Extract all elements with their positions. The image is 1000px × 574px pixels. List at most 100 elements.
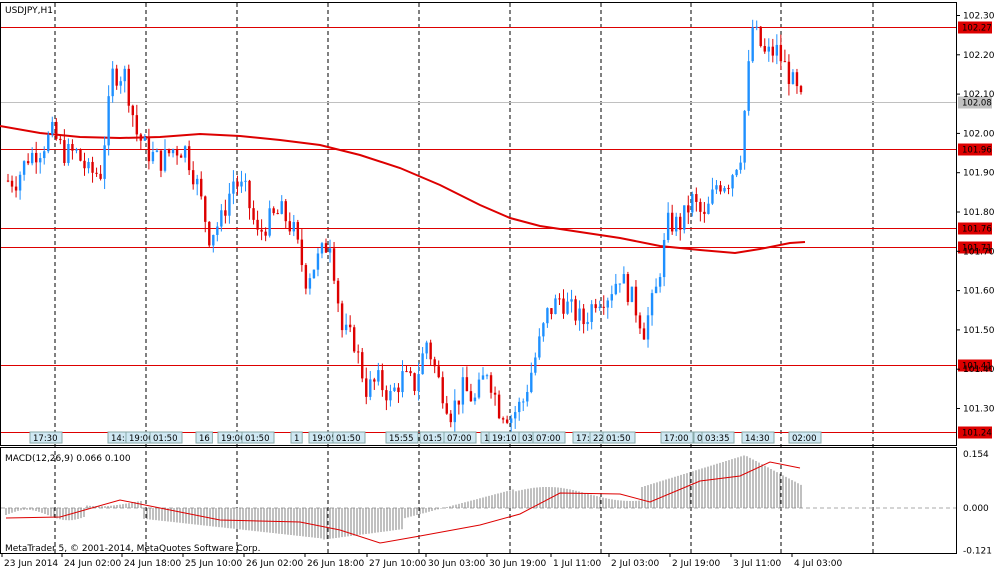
candle-body [216,226,219,235]
candle-body [280,201,283,214]
candle-body [163,149,167,171]
candle-body [377,370,380,382]
copyright-text: MetaTrader 5, © 2001-2014, MetaQuotes So… [5,544,261,554]
candle-body [747,61,750,111]
candle-body [308,278,312,289]
macd-tick-label: 0.154 [963,450,989,460]
candle-body [179,155,183,158]
candle-body [465,377,469,392]
candle-body [288,221,291,232]
candle-body [352,327,356,352]
candle-body [622,274,626,284]
candle-body [779,44,783,62]
candle-body [703,211,706,214]
trade-tag-box [701,431,735,444]
candle-body [654,286,658,294]
candle-body [312,269,316,279]
candle-body [602,306,605,308]
price-tick-label: 102.00 [963,129,995,139]
candle-body [610,294,614,301]
candle-body [248,180,251,209]
candle-body [666,212,670,240]
candle-body [409,371,412,374]
candle-body [751,27,754,62]
candle-body [67,143,70,163]
candle-body [522,401,525,403]
candle-body [791,72,795,84]
time-tick-label: 3 Jul 11:00 [733,559,782,569]
candle-body [99,173,102,179]
candle-body [618,283,622,285]
candle-body [630,286,634,302]
candle-body [493,392,497,395]
time-tick-label: 23 Jun 2014 [4,559,58,569]
trade-tag-box [290,431,303,444]
candle-body [449,413,452,423]
trade-tag-label: 19:00 [129,434,154,444]
moving-average-line [0,125,806,255]
candle-body [200,178,203,197]
candle-body [55,121,58,139]
candle-body [634,286,638,316]
candle-body [594,304,597,309]
trade-tag-label: 01:50 [153,434,178,444]
candle-body [191,170,195,185]
candle-body [151,151,155,162]
time-tick-label: 1 Jul 11:00 [553,559,602,569]
trade-tag-box [332,431,366,444]
time-tick-label: 2 Jul 03:00 [611,559,660,569]
candle-body [292,222,296,232]
candle-body [711,189,714,204]
candle-body [429,342,432,360]
candle-body [586,321,589,325]
trade-tag-label: 01:50 [336,434,361,444]
candle-body [59,138,62,141]
candle-body [715,185,718,190]
trade-tag-label: 15:55 [389,434,414,444]
price-tick-label: 101.70 [963,247,995,257]
candle-body [433,359,436,367]
candle-body [518,401,521,413]
time-tick-label: 30 Jun 03:00 [428,559,485,569]
candle-body [300,239,304,266]
macd-pane[interactable] [0,447,957,554]
candle-body [413,373,416,391]
candle-body [473,397,477,402]
period-separators [54,3,874,553]
candle-body [614,283,618,295]
trade-tag-box [602,431,636,444]
trade-tag-label: 01:5 [423,434,442,444]
candle-body [369,379,372,397]
candle-body [316,253,320,270]
candle-body [606,300,609,308]
time-tick-label: 25 Jun 10:00 [185,559,242,569]
candle-body [332,248,336,281]
candle-body [336,280,340,304]
trade-tag-label: 17:00 [664,434,689,444]
candle-body [155,150,159,152]
candle-body [683,205,686,230]
candle-body [662,239,666,278]
current-price-badge [958,96,992,109]
candle-body [208,221,211,246]
price-tick-label: 101.90 [963,169,995,179]
candle-body [361,352,364,379]
candle-body [457,400,461,405]
trade-tag-label: 17:30 [33,434,58,444]
trade-tag-label: 22 [593,434,604,444]
trade-tag-box [241,431,275,444]
macd-tick-label: 0.000 [963,504,989,514]
candle-body [417,374,420,391]
candle-body [276,213,279,215]
candle-body [365,378,368,397]
candle-body [546,308,549,324]
candle-body [775,44,779,56]
candle-body [159,150,163,171]
candle-body [437,366,440,378]
trade-tag-label: 03 [522,434,533,444]
candle-body [236,181,239,187]
candle-body [505,419,509,423]
level-price-label: 101.76 [962,225,992,235]
trade-tag-box [385,431,419,444]
